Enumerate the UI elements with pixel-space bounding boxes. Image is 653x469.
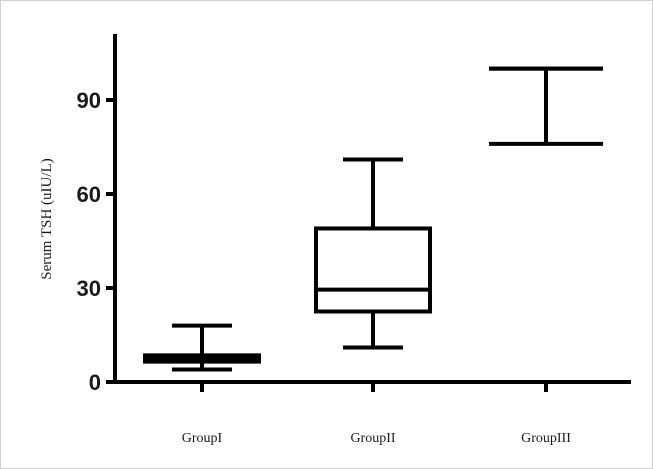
box-body-GroupII [314, 226, 432, 314]
x-tick-label-GroupI: GroupI [182, 431, 223, 446]
y-tick-label-0: 0 [89, 370, 101, 395]
y-tick-label-60: 60 [77, 182, 101, 207]
box-GroupIII [489, 66, 603, 146]
x-tick-label-GroupIII: GroupIII [521, 431, 571, 446]
y-axis: 0 30 60 90 [77, 34, 117, 395]
y-axis-title: Serum TSH (uIU/L) [39, 158, 55, 279]
x-tick-label-GroupII: GroupII [350, 431, 395, 446]
box-series [143, 66, 603, 372]
y-tick-label-30: 30 [77, 276, 101, 301]
x-axis: GroupI GroupII GroupIII [113, 380, 631, 446]
box-GroupII [314, 157, 432, 350]
box-GroupI [143, 323, 261, 372]
y-tick-label-90: 90 [77, 88, 101, 113]
